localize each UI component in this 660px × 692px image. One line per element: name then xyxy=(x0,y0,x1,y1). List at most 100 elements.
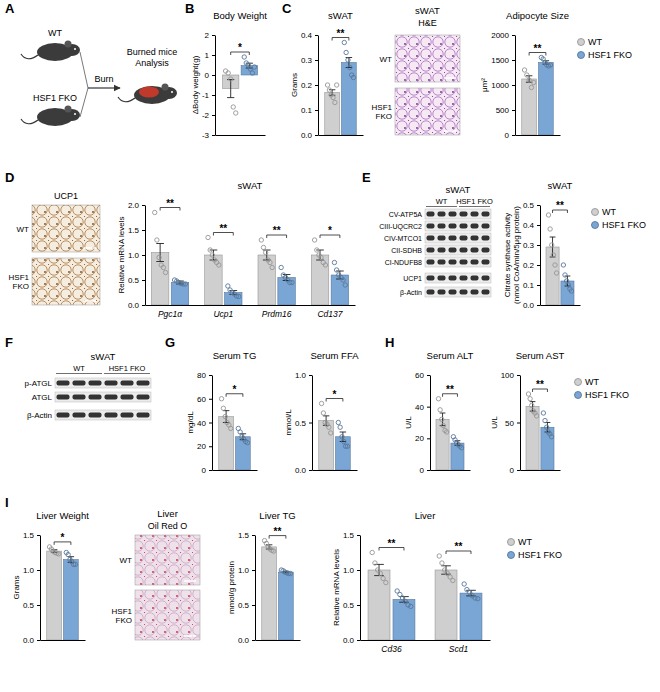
blot-strip xyxy=(425,221,491,231)
y-tick-mark xyxy=(309,470,312,471)
image-row-label-line: FKO xyxy=(13,282,29,291)
y-tick-label: 0.2 xyxy=(523,261,535,270)
data-point xyxy=(338,425,342,429)
mouse-icon xyxy=(21,106,80,127)
y-tick-mark xyxy=(537,245,540,246)
y-tick: -3 xyxy=(202,131,215,140)
blot-band xyxy=(482,248,490,253)
y-tick-label: 0.5 xyxy=(523,201,535,210)
x-axis xyxy=(313,470,358,472)
data-point xyxy=(451,578,455,582)
x-axis-line xyxy=(431,470,471,471)
blot-band xyxy=(449,260,457,265)
y-axis-title: Citrate synthase activity(nmol CoA/min/5… xyxy=(503,206,521,304)
data-point xyxy=(210,253,214,257)
data-point xyxy=(531,80,535,84)
blot-row-label: p-ATGL xyxy=(25,379,53,388)
blot-band xyxy=(460,212,468,217)
y-tick-label: 1.5 xyxy=(343,531,355,540)
blot-band xyxy=(89,381,102,386)
y-tick: 0.0 xyxy=(295,466,312,475)
y-tick: 0.1 xyxy=(523,281,540,290)
blot-band xyxy=(137,413,150,418)
y-tick-label: -3 xyxy=(202,131,210,140)
micrograph xyxy=(135,535,200,585)
y-tick: 0.1 xyxy=(301,106,318,115)
micrograph xyxy=(395,88,460,135)
blot-band xyxy=(460,236,468,241)
panel-letter: B xyxy=(185,1,194,16)
y-tick-mark xyxy=(252,535,255,536)
y-tick-label: 0.0 xyxy=(523,301,535,310)
y-tick: -2 xyxy=(202,111,215,120)
y-axis-title: Grams xyxy=(12,576,21,600)
y-tick: 0 xyxy=(420,466,430,475)
data-point xyxy=(163,270,167,274)
data-point xyxy=(548,63,552,67)
y-tick-mark xyxy=(427,470,430,471)
data-point xyxy=(384,580,388,584)
y-tick: 0.5 xyxy=(343,601,360,610)
result-label: Burned miceAnalysis xyxy=(127,47,178,68)
y-tick-mark xyxy=(512,60,515,61)
y-tick-mark xyxy=(209,423,212,424)
y-tick-mark xyxy=(37,535,40,536)
marks xyxy=(526,392,554,470)
blot-title: sWAT xyxy=(446,184,471,195)
image-row-label: WT xyxy=(380,55,393,64)
chart-title: sWAT xyxy=(238,180,263,191)
x-tick: Cd36 xyxy=(381,640,402,654)
y-axis: 0.00.51.01.5 xyxy=(238,531,256,645)
legend-swatch xyxy=(575,379,582,386)
y-tick-mark xyxy=(427,375,430,376)
image-row-label-line: FKO xyxy=(116,616,132,625)
blot-band xyxy=(438,290,446,295)
y-tick-label: 60 xyxy=(197,395,206,404)
mouse-eye xyxy=(74,48,76,50)
error-bar xyxy=(316,250,324,260)
significance-label: ** xyxy=(337,28,345,39)
y-tick-mark xyxy=(309,375,312,376)
blot-band xyxy=(482,236,490,241)
data-point xyxy=(550,243,554,247)
legend-swatch xyxy=(575,392,582,399)
data-point xyxy=(409,604,413,608)
y-tick-label: 0.5 xyxy=(238,601,250,610)
y-axis-line xyxy=(520,376,521,471)
y-axis-line xyxy=(145,206,146,306)
image-row-label-line: HSF1 xyxy=(372,103,393,112)
y-tick-mark xyxy=(212,75,215,76)
y-tick-label: 50 xyxy=(505,419,514,428)
data-point xyxy=(268,260,272,264)
y-axis-title-line: mmol/g protein xyxy=(227,561,236,614)
x-axis-line xyxy=(216,135,266,136)
data-point xyxy=(217,263,221,267)
data-point xyxy=(242,55,246,59)
blot-band xyxy=(137,395,150,400)
data-point xyxy=(548,227,552,231)
blot-row-label: CIV-MTCO1 xyxy=(384,235,422,242)
image-row-label-line: HSF1 xyxy=(9,273,30,282)
y-tick: 0.0 xyxy=(301,131,318,140)
x-axis-line xyxy=(521,470,561,471)
legend-swatch xyxy=(592,209,599,216)
y-axis-line xyxy=(255,536,256,641)
data-point xyxy=(345,444,349,448)
x-axis xyxy=(213,470,258,472)
y-tick-mark xyxy=(427,438,430,439)
y-tick-label: 2.0 xyxy=(128,201,140,210)
bar xyxy=(319,421,334,470)
data-point xyxy=(333,100,337,104)
y-tick: 40 xyxy=(415,403,430,412)
y-tick-mark xyxy=(315,85,318,86)
marks xyxy=(546,213,574,305)
blot-band xyxy=(57,413,70,418)
y-tick-label: 0.0 xyxy=(23,636,35,645)
y-tick-mark xyxy=(209,399,212,400)
x-axis-line xyxy=(256,640,301,641)
step-label: Burn xyxy=(94,74,113,84)
mouse-icon xyxy=(21,41,80,62)
y-tick: 1.0 xyxy=(343,566,360,575)
y-tick-mark xyxy=(212,135,215,136)
data-point xyxy=(290,280,294,284)
